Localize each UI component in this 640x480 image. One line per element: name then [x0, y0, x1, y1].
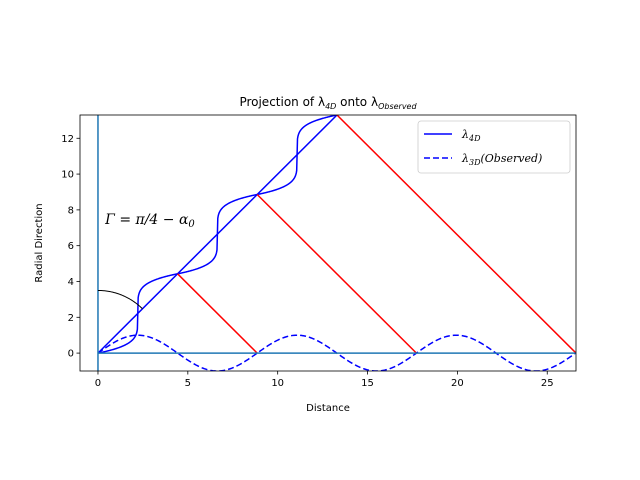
y-tick-label: 0: [68, 349, 74, 360]
gamma-annotation-sub: 0: [188, 219, 195, 230]
legend-label-0: λ4D: [461, 128, 481, 143]
legend-label-1: λ3D(Observed): [461, 152, 542, 167]
plot-area: [97, 115, 576, 371]
legend-box: [417, 120, 571, 174]
series-group: [97, 115, 576, 371]
y-tick-label: 4: [68, 277, 74, 288]
title-sub-observed: Observed: [378, 102, 417, 111]
x-tick-label: 15: [361, 378, 374, 389]
x-tick-label: 20: [451, 378, 464, 389]
title-sub-4d: 4D: [325, 102, 336, 111]
title-mid: onto λ: [336, 95, 378, 109]
chart-title: Projection of λ4D onto λObserved: [239, 95, 417, 111]
y-tick-label: 12: [61, 134, 74, 145]
title-prefix: Projection of λ: [239, 95, 325, 109]
y-tick-label: 2: [68, 313, 74, 324]
legend-label-sub: 4D: [468, 134, 481, 143]
legend-label-suffix: (Observed): [481, 152, 543, 165]
x-tick-label: 0: [95, 378, 101, 389]
angle-arc-line: [97, 289, 143, 310]
x-tick-label: 10: [271, 378, 284, 389]
y-tick-label: 10: [61, 170, 74, 181]
axes: 0 5 10 15 20 25 0 2 4 6 8 10 12: [61, 114, 577, 389]
y-tick-label: 6: [68, 241, 74, 252]
red-lines-segment-0: [177, 273, 258, 354]
legend-label-sub: 3D: [469, 158, 481, 167]
red-lines-segment-2: [336, 115, 576, 354]
x-axis-label: Distance: [306, 403, 350, 414]
legend-label-main: λ: [461, 128, 469, 141]
legend-label-main: λ: [461, 152, 469, 165]
y-tick-label: 8: [68, 205, 74, 216]
gamma-annotation: Γ = π/4 − α0: [104, 212, 195, 230]
diagonal-line: [97, 115, 338, 354]
y-axis-label: Radial Direction: [34, 203, 45, 282]
plot-frame: [79, 114, 577, 372]
red-lines-segment-1: [256, 193, 417, 354]
x-tick-label: 5: [185, 378, 191, 389]
x-tick-label: 25: [541, 378, 554, 389]
gamma-annotation-text: Γ = π/4 − α: [104, 212, 189, 228]
